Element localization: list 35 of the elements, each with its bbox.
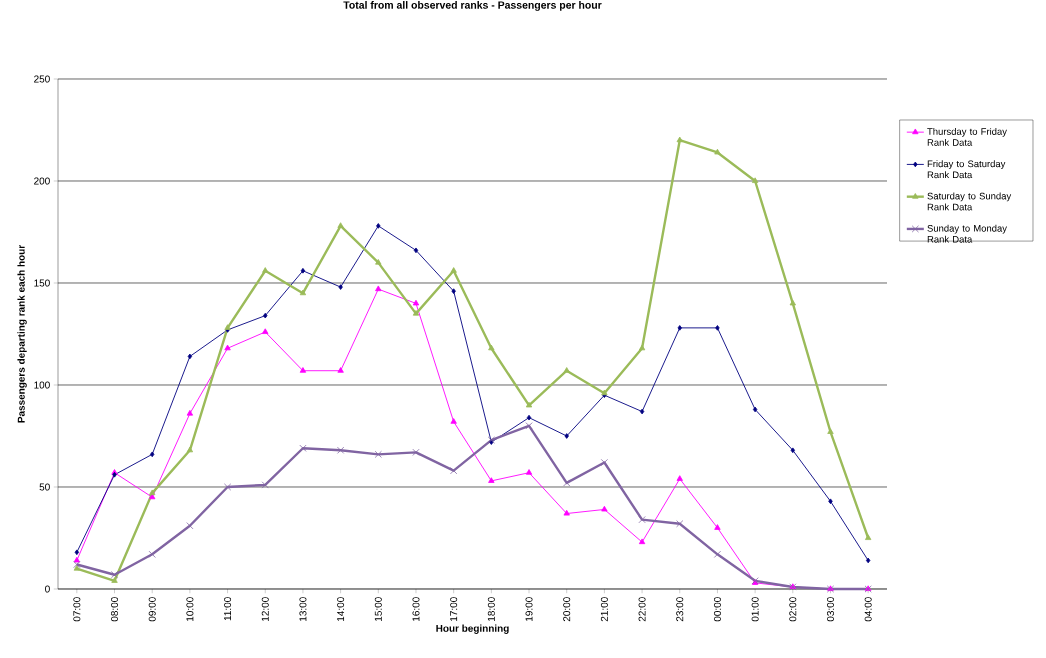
x-tick-label: 02:00 [789,597,797,622]
legend-label: Saturday to Sunday Rank Data [927,192,1012,211]
chart-title: Total from all observed ranks - Passengers per hour [343,1,602,11]
x-tick-label: 14:00 [337,597,345,621]
x-tick-label: 00:00 [713,597,721,622]
legend-label: Friday to Saturday Rank Data [927,160,1006,179]
x-tick-label: 15:00 [374,597,382,621]
y-tick-label: 50 [39,483,50,491]
x-tick-label: 17:00 [450,597,458,621]
x-tick-label: 12:00 [261,597,269,621]
x-tick-label: 16:00 [412,597,420,621]
y-tick-label: 200 [34,177,50,185]
y-tick-label: 150 [34,279,50,287]
x-axis-title: Hour beginning [436,624,509,634]
x-tick-label: 19:00 [525,597,533,621]
x-tick-label: 10:00 [186,597,194,621]
legend-label: Thursday to Friday Rank Data [927,127,1007,146]
x-tick-label: 03:00 [826,597,835,622]
x-tick-label: 09:00 [148,597,156,622]
y-axis-title: Passengers departing rank each hour [17,245,27,423]
x-tick-label: 18:00 [487,597,495,621]
y-tick-label: 250 [34,75,50,83]
x-tick-label: 13:00 [299,597,307,621]
x-tick-label: 11:00 [224,597,232,621]
x-tick-label: 23:00 [676,597,684,622]
x-tick-label: 22:00 [638,597,646,622]
legend-label: Sunday to Monday Rank Data [927,224,1007,243]
x-tick-label: 08:00 [111,597,119,622]
x-tick-label: 07:00 [73,597,81,622]
x-tick-label: 04:00 [864,597,872,622]
y-tick-label: 0 [45,585,50,593]
y-tick-label: 100 [34,381,50,389]
x-tick-label: 01:00 [751,597,759,622]
x-tick-label: 21:00 [600,597,608,622]
x-tick-label: 20:00 [563,597,571,622]
